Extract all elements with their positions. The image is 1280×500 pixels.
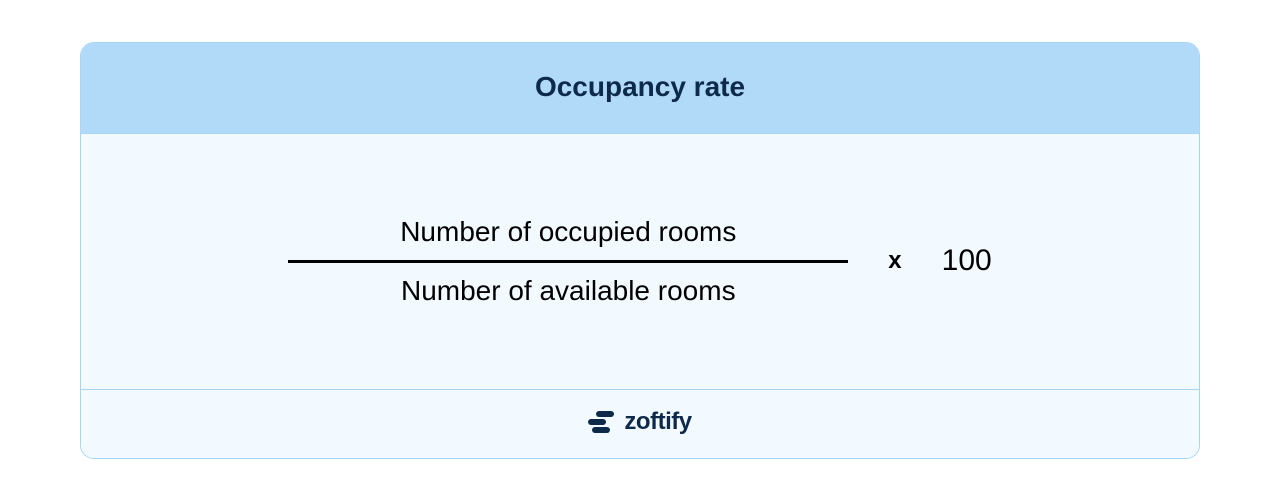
card-body: Number of occupied rooms Number of avail…	[81, 133, 1199, 390]
multiplier-value: 100	[942, 244, 992, 278]
brand-name: zoftify	[624, 408, 691, 436]
card-footer: zoftify	[81, 390, 1199, 458]
denominator: Number of available rooms	[401, 263, 736, 319]
card-header: Occupancy rate	[81, 43, 1199, 133]
multiply-operator: x	[888, 247, 901, 275]
numerator: Number of occupied rooms	[400, 204, 736, 260]
card-title: Occupancy rate	[81, 71, 1199, 103]
formula-card: Occupancy rate Number of occupied rooms …	[80, 42, 1200, 459]
formula: Number of occupied rooms Number of avail…	[288, 204, 991, 319]
fraction: Number of occupied rooms Number of avail…	[288, 204, 848, 319]
zoftify-logo-icon	[588, 411, 614, 433]
